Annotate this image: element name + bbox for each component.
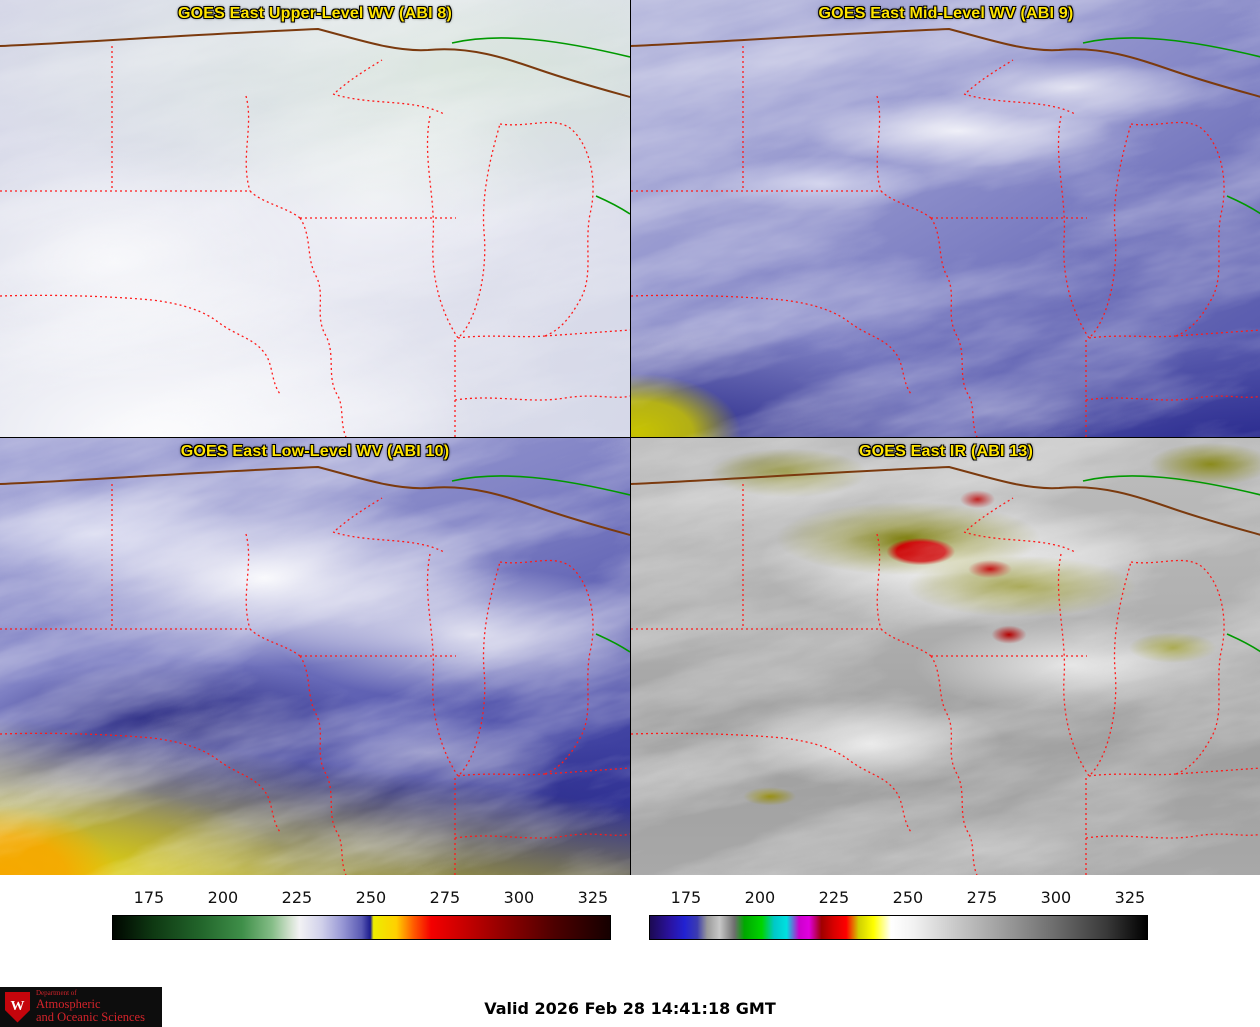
tick-label: 275 [429,888,461,907]
wv-colorbar-ticks: 175 200 225 250 275 300 325 [112,885,611,915]
mid-wv-map-overlay [631,0,1260,437]
tick-label: 200 [207,888,239,907]
tick-label: 325 [577,888,609,907]
crest-monogram: W [10,999,25,1014]
tick-label: 250 [892,888,924,907]
low-wv-map-overlay [0,438,630,875]
colorbar-row: 175 200 225 250 275 300 325 175 200 225 … [0,875,1260,940]
tick-label: 275 [966,888,998,907]
tick-label: 325 [1114,888,1146,907]
logo-text: Department of Atmospheric and Oceanic Sc… [36,989,145,1024]
ir-colorbar [649,915,1148,940]
tick-label: 300 [503,888,535,907]
satellite-quad-grid: GOES East Upper-Level WV (ABI 8) GOES Ea… [0,0,1260,875]
wv-colorbar-block: 175 200 225 250 275 300 325 [112,885,611,940]
ir-colorbar-ticks: 175 200 225 250 275 300 325 [649,885,1148,915]
valid-timestamp: Valid 2026 Feb 28 14:41:18 GMT [484,999,776,1018]
tick-label: 200 [744,888,776,907]
panel-title-abi9: GOES East Mid-Level WV (ABI 9) [818,5,1074,22]
footer: 175 200 225 250 275 300 325 175 200 225 … [0,875,1260,1027]
tick-label: 250 [355,888,387,907]
aos-department-logo: W Department of Atmospheric and Oceanic … [0,987,162,1027]
panel-title-abi13: GOES East IR (ABI 13) [858,443,1034,460]
tick-label: 300 [1040,888,1072,907]
tick-label: 225 [281,888,313,907]
panel-low-level-wv: GOES East Low-Level WV (ABI 10) [0,438,630,875]
logo-line-oceanic: and Oceanic Sciences [36,1009,145,1024]
upper-wv-map-overlay [0,0,630,437]
tick-label: 175 [133,888,165,907]
tick-label: 225 [818,888,850,907]
panel-ir: GOES East IR (ABI 13) [631,438,1260,875]
logo-dept-line: Department of [36,989,77,998]
ir-map-overlay [631,438,1260,875]
panel-upper-level-wv: GOES East Upper-Level WV (ABI 8) [0,0,630,437]
tick-label: 175 [670,888,702,907]
ir-colorbar-block: 175 200 225 250 275 300 325 [649,885,1148,940]
logo-line-atmospheric: Atmospheric [36,996,101,1011]
panel-title-abi8: GOES East Upper-Level WV (ABI 8) [177,5,452,22]
panel-title-abi10: GOES East Low-Level WV (ABI 10) [180,443,450,460]
wv-colorbar [112,915,611,940]
panel-mid-level-wv: GOES East Mid-Level WV (ABI 9) [631,0,1260,437]
